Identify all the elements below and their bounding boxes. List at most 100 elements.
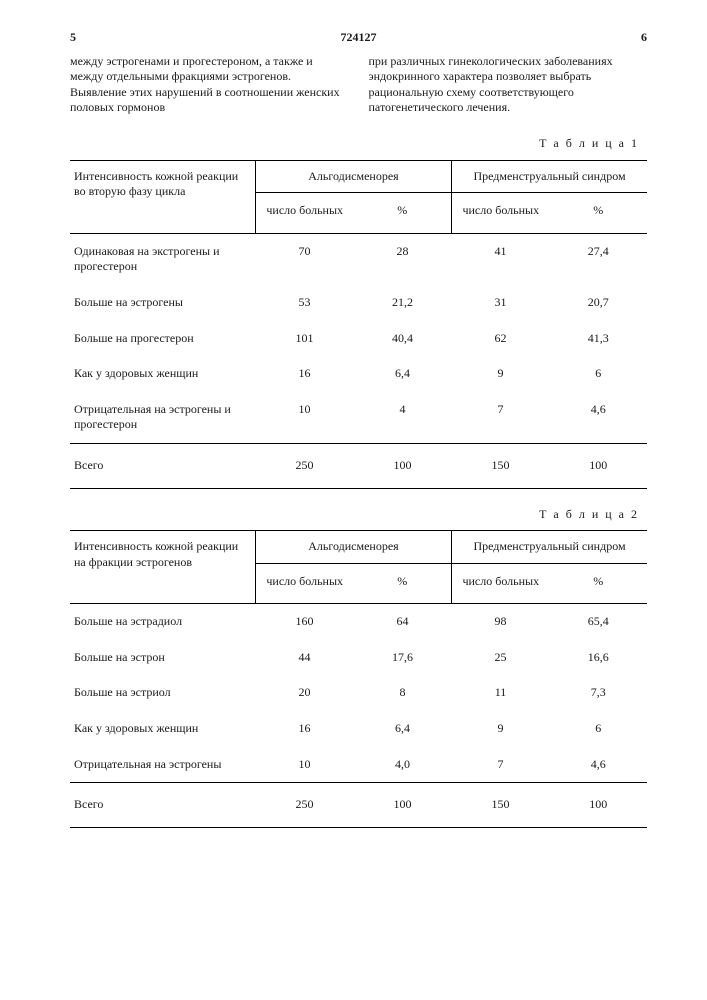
t2-r4-a1: 10	[255, 747, 353, 783]
t2-r4-label: Отрицательная на эстрогены	[70, 747, 255, 783]
t2-rowheader: Интенсивность кожной реакции на фракции …	[70, 531, 255, 604]
t1-r3-b2: 6	[550, 356, 647, 392]
t2-r2-b1: 11	[452, 675, 550, 711]
t1-r4-b1: 7	[452, 392, 550, 444]
t1-sub-b2: %	[550, 193, 647, 234]
t2-r3-b2: 6	[550, 711, 647, 747]
t1-r1-b1: 31	[452, 285, 550, 321]
table-row: Больше на прогестерон 101 40,4 62 41,3	[70, 321, 647, 357]
t1-r0-a2: 28	[353, 233, 451, 285]
t1-r2-b1: 62	[452, 321, 550, 357]
t2-r1-label: Больше на эстрон	[70, 640, 255, 676]
t1-total-label: Всего	[70, 443, 255, 488]
t2-r2-a1: 20	[255, 675, 353, 711]
table-row: Как у здоровых женщин 16 6,4 9 6	[70, 356, 647, 392]
t1-sub-a2: число больных	[452, 193, 550, 234]
t2-r4-b2: 4,6	[550, 747, 647, 783]
t2-r1-a1: 44	[255, 640, 353, 676]
t2-r0-a2: 64	[353, 604, 451, 640]
t1-r1-a2: 21,2	[353, 285, 451, 321]
t1-r3-label: Как у здоровых женщин	[70, 356, 255, 392]
body-col-left: между эстрогенами и прогестероном, а так…	[70, 54, 349, 116]
t1-total-b1: 150	[452, 443, 550, 488]
t2-total-a2: 100	[353, 783, 451, 828]
t1-r2-a1: 101	[255, 321, 353, 357]
table-row: Больше на эстрадиол 160 64 98 65,4	[70, 604, 647, 640]
t2-total-label: Всего	[70, 783, 255, 828]
t1-rowheader: Интенсивность кожной реакции во вторую ф…	[70, 160, 255, 233]
t2-sub-b1: %	[353, 563, 451, 604]
t2-r3-b1: 9	[452, 711, 550, 747]
t1-r4-a2: 4	[353, 392, 451, 444]
document-page: 5 724127 6 между эстрогенами и прогестер…	[0, 0, 707, 858]
page-num-left: 5	[70, 30, 100, 46]
t1-r3-a2: 6,4	[353, 356, 451, 392]
t1-group2: Предменструальный синдром	[452, 160, 647, 193]
t2-r1-b1: 25	[452, 640, 550, 676]
table-row: Больше на эстриол 20 8 11 7,3	[70, 675, 647, 711]
t1-r3-a1: 16	[255, 356, 353, 392]
t1-r1-label: Больше на эстрогены	[70, 285, 255, 321]
t1-r4-b2: 4,6	[550, 392, 647, 444]
t1-sub-a1: число больных	[255, 193, 353, 234]
t2-r3-a1: 16	[255, 711, 353, 747]
table1-caption: Т а б л и ц а 1	[70, 136, 639, 152]
table-row: Как у здоровых женщин 16 6,4 9 6	[70, 711, 647, 747]
t2-group1: Альгодисменорея	[255, 531, 451, 564]
t1-r0-b2: 27,4	[550, 233, 647, 285]
t1-r3-b1: 9	[452, 356, 550, 392]
t2-sub-a2: число больных	[452, 563, 550, 604]
t2-group2: Предменструальный синдром	[452, 531, 647, 564]
t2-r1-b2: 16,6	[550, 640, 647, 676]
t1-total-row: Всего 250 100 150 100	[70, 443, 647, 488]
t1-total-a1: 250	[255, 443, 353, 488]
table2: Интенсивность кожной реакции на фракции …	[70, 530, 647, 828]
page-num-right: 6	[617, 30, 647, 46]
t2-r2-b2: 7,3	[550, 675, 647, 711]
page-header: 5 724127 6	[70, 30, 647, 46]
doc-number: 724127	[100, 30, 617, 46]
t1-sub-b1: %	[353, 193, 451, 234]
t2-r0-b2: 65,4	[550, 604, 647, 640]
t2-r3-a2: 6,4	[353, 711, 451, 747]
t1-r0-b1: 41	[452, 233, 550, 285]
t1-total-a2: 100	[353, 443, 451, 488]
t2-total-b2: 100	[550, 783, 647, 828]
t2-total-b1: 150	[452, 783, 550, 828]
t1-body: Одинаковая на экстрогены и прогестерон 7…	[70, 233, 647, 443]
t2-r2-a2: 8	[353, 675, 451, 711]
t1-r4-a1: 10	[255, 392, 353, 444]
t1-r0-a1: 70	[255, 233, 353, 285]
body-col-right: при различных гинекологических заболеван…	[369, 54, 648, 116]
t2-r4-b1: 7	[452, 747, 550, 783]
t2-r4-a2: 4,0	[353, 747, 451, 783]
table-row: Отрицательная на эстрогены и прогестерон…	[70, 392, 647, 444]
body-text: между эстрогенами и прогестероном, а так…	[70, 54, 647, 116]
t2-body: Больше на эстрадиол 160 64 98 65,4 Больш…	[70, 604, 647, 783]
table-row: Отрицательная на эстрогены 10 4,0 7 4,6	[70, 747, 647, 783]
t1-r0-label: Одинаковая на экстрогены и прогестерон	[70, 233, 255, 285]
table-row: Больше на эстрон 44 17,6 25 16,6	[70, 640, 647, 676]
t2-r0-b1: 98	[452, 604, 550, 640]
t2-total-a1: 250	[255, 783, 353, 828]
t1-r2-label: Больше на прогестерон	[70, 321, 255, 357]
t2-r3-label: Как у здоровых женщин	[70, 711, 255, 747]
t2-r0-label: Больше на эстрадиол	[70, 604, 255, 640]
t1-r2-a2: 40,4	[353, 321, 451, 357]
t1-r2-b2: 41,3	[550, 321, 647, 357]
table2-caption: Т а б л и ц а 2	[70, 507, 639, 523]
t1-total-b2: 100	[550, 443, 647, 488]
table-row: Больше на эстрогены 53 21,2 31 20,7	[70, 285, 647, 321]
t2-sub-b2: %	[550, 563, 647, 604]
t1-r1-b2: 20,7	[550, 285, 647, 321]
t1-group1: Альгодисменорея	[255, 160, 451, 193]
t2-sub-a1: число больных	[255, 563, 353, 604]
t2-total-row: Всего 250 100 150 100	[70, 783, 647, 828]
t2-r0-a1: 160	[255, 604, 353, 640]
table-row: Одинаковая на экстрогены и прогестерон 7…	[70, 233, 647, 285]
t1-r1-a1: 53	[255, 285, 353, 321]
t2-r2-label: Больше на эстриол	[70, 675, 255, 711]
t1-r4-label: Отрицательная на эстрогены и прогестерон	[70, 392, 255, 444]
t2-r1-a2: 17,6	[353, 640, 451, 676]
table1: Интенсивность кожной реакции во вторую ф…	[70, 160, 647, 489]
